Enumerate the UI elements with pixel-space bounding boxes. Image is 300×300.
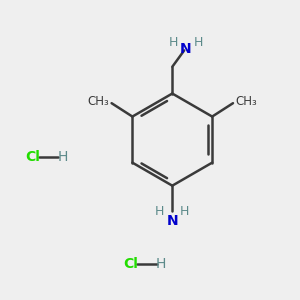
Text: Cl: Cl xyxy=(25,150,40,164)
Text: H: H xyxy=(180,205,190,218)
Text: H: H xyxy=(169,36,178,49)
Text: N: N xyxy=(167,214,178,229)
Text: Cl: Cl xyxy=(123,257,138,272)
Text: H: H xyxy=(57,150,68,164)
Text: N: N xyxy=(180,42,191,56)
Text: CH₃: CH₃ xyxy=(236,95,257,108)
Text: CH₃: CH₃ xyxy=(88,95,109,108)
Text: H: H xyxy=(155,257,166,272)
Text: H: H xyxy=(155,205,164,218)
Text: H: H xyxy=(194,36,203,49)
